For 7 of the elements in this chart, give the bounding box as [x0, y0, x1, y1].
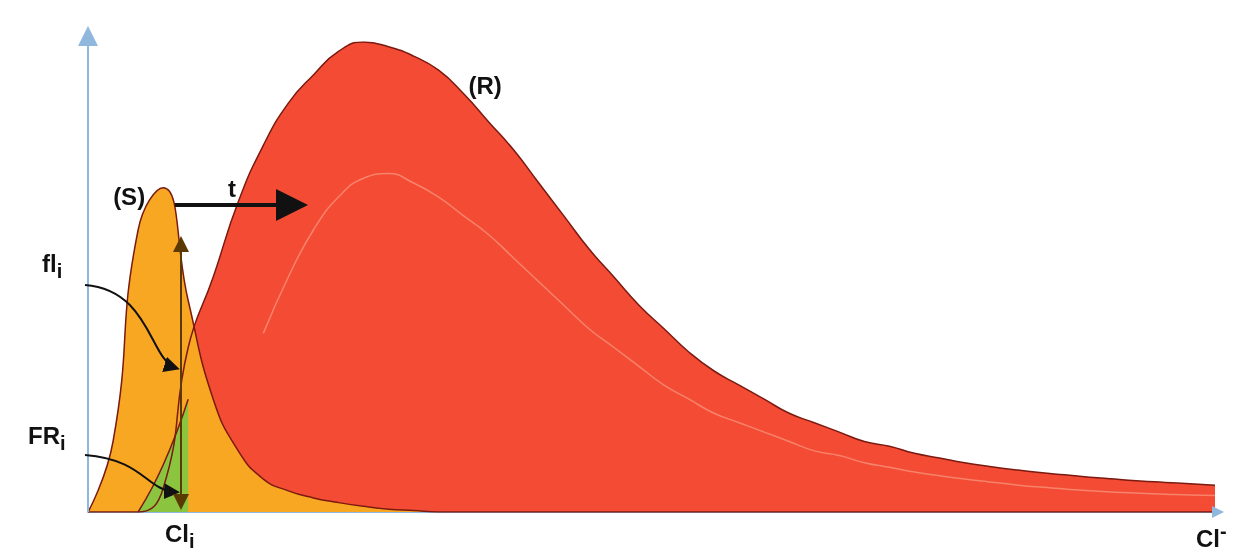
annotation: t	[228, 175, 236, 203]
text: FR$_{i}$	[28, 422, 66, 455]
series-label: (S)	[113, 182, 146, 211]
series-label: (R)	[468, 72, 502, 100]
text: Cl$_{i}$	[165, 520, 195, 553]
text: fl$_{i}$	[42, 250, 63, 283]
x-axis-title: Cl$^{-}$	[1196, 520, 1227, 553]
